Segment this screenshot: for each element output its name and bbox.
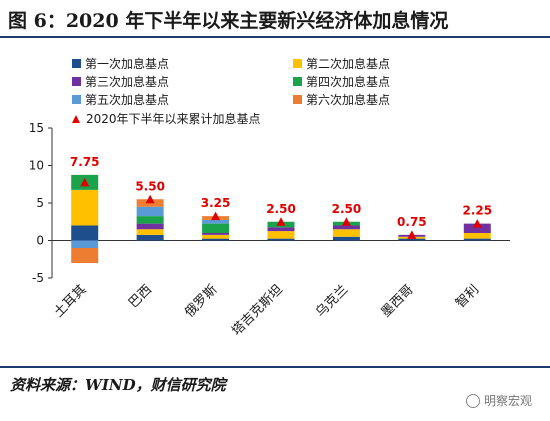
- x-tick-label: 巴西: [126, 282, 155, 311]
- bar-segment: [463, 223, 491, 233]
- bar-segment: [332, 225, 360, 230]
- y-tick-label: 10: [29, 159, 44, 173]
- legend-label: 2020年下半年以来累计加息基点: [86, 111, 261, 126]
- legend-label: 第四次加息基点: [306, 74, 390, 89]
- x-tick-label: 智利: [453, 282, 482, 311]
- data-label: 7.75: [70, 155, 100, 169]
- bar-segment: [463, 233, 491, 239]
- watermark-text: 明察宏观: [483, 394, 532, 408]
- chart-title: 图 6：2020 年下半年以来主要新兴经济体加息情况: [8, 10, 449, 32]
- bar-segment: [136, 234, 164, 241]
- source-rule: [0, 366, 550, 368]
- legend-label: 第一次加息基点: [85, 56, 169, 71]
- x-tick-label: 土耳其: [51, 282, 89, 320]
- data-label: 3.25: [201, 196, 231, 210]
- bar-segment: [71, 248, 99, 263]
- bar-segment: [398, 238, 426, 241]
- title-rule: [0, 36, 550, 38]
- data-label: 5.50: [135, 179, 165, 193]
- legend-swatch: [72, 95, 81, 104]
- bar-segment: [136, 229, 164, 235]
- bar-segment: [71, 225, 99, 241]
- watermark: 明察宏观: [465, 392, 532, 409]
- y-tick-label: -5: [32, 271, 44, 285]
- title-bar: 图 6：2020 年下半年以来主要新兴经济体加息情况: [0, 0, 550, 40]
- bar-segment: [267, 231, 295, 239]
- bar-segment: [267, 227, 295, 232]
- bar-segment: [202, 233, 230, 235]
- cumulative-marker: [341, 217, 351, 226]
- legend-label: 第六次加息基点: [306, 92, 390, 107]
- wechat-icon: [465, 393, 480, 408]
- data-label: 2.25: [462, 204, 492, 218]
- source-note: 资料来源：WIND，财信研究院: [10, 376, 226, 394]
- legend-swatch: [293, 95, 302, 104]
- cumulative-marker: [80, 177, 90, 187]
- legend-swatch: [72, 77, 81, 86]
- x-tick-label: 塔吉克斯坦: [229, 282, 286, 339]
- cumulative-marker: [276, 217, 286, 226]
- x-tick-label: 乌克兰: [312, 282, 351, 321]
- legend-swatch: [293, 59, 302, 68]
- bar-segment: [332, 236, 360, 241]
- bar-segment: [71, 189, 99, 226]
- cumulative-marker: [145, 194, 155, 204]
- bar-segment: [202, 234, 230, 239]
- legend-triangle-marker: [72, 115, 80, 123]
- cumulative-marker: [211, 211, 221, 221]
- bar-segment: [136, 206, 164, 217]
- legend-swatch: [293, 77, 302, 86]
- bar-segment: [332, 229, 360, 237]
- bar-segment: [202, 238, 230, 241]
- y-tick-label: 0: [36, 234, 44, 248]
- bar-segment: [136, 216, 164, 224]
- legend-swatch: [72, 59, 81, 68]
- x-tick-label: 墨西哥: [378, 282, 416, 320]
- bar-segment: [463, 238, 491, 241]
- y-tick-label: 5: [36, 196, 44, 210]
- data-label: 2.50: [332, 202, 362, 216]
- bar-segment: [71, 240, 99, 248]
- cumulative-marker: [407, 230, 417, 239]
- bar-segment: [202, 219, 230, 224]
- legend-label: 第三次加息基点: [85, 74, 169, 89]
- bar-segment: [202, 223, 230, 233]
- x-tick-label: 俄罗斯: [182, 282, 220, 320]
- cumulative-marker: [472, 219, 482, 228]
- legend-label: 第五次加息基点: [85, 92, 169, 107]
- legend-label: 第二次加息基点: [306, 56, 390, 71]
- bar-segment: [267, 238, 295, 241]
- data-label: 2.50: [266, 202, 296, 216]
- bar-segment: [136, 223, 164, 230]
- y-tick-label: 15: [29, 121, 44, 135]
- data-label: 0.75: [397, 215, 427, 229]
